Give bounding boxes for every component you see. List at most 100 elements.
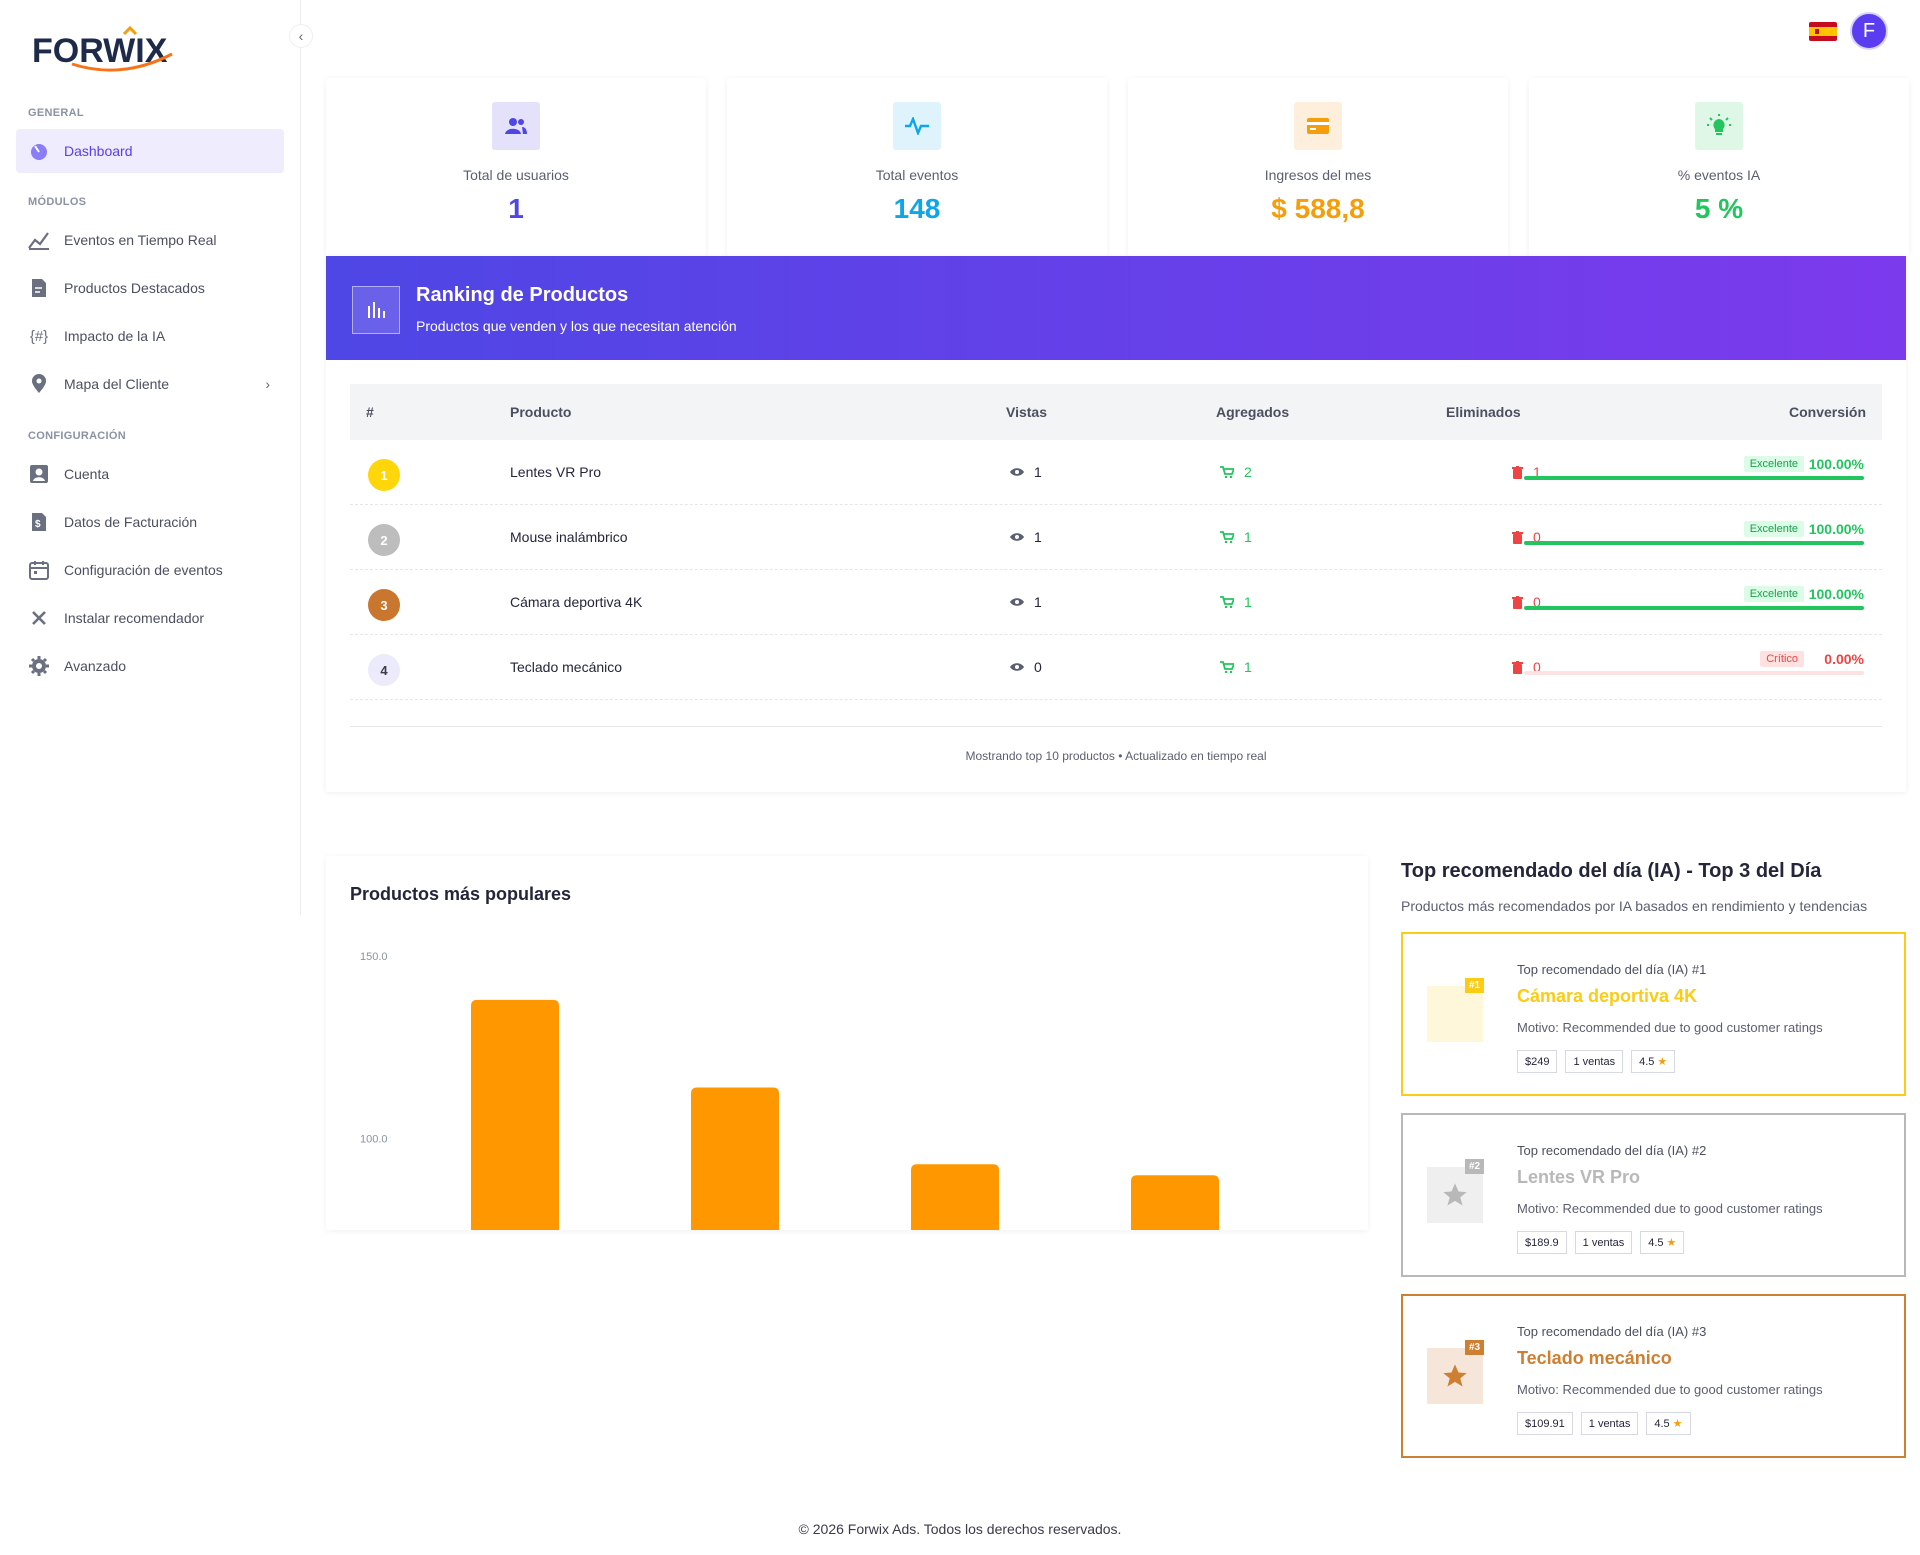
sales-pill: 1 ventas bbox=[1565, 1050, 1624, 1073]
user-avatar[interactable]: F bbox=[1850, 12, 1888, 50]
card-product-name[interactable]: Cámara deportiva 4K bbox=[1517, 986, 1698, 1006]
collapse-sidebar-button[interactable]: ‹ bbox=[289, 24, 313, 48]
sidebar-item-config-eventos[interactable]: Configuración de eventos bbox=[16, 548, 284, 592]
top-reco-title: Top recomendado del día (IA) - Top 3 del… bbox=[1401, 860, 1822, 882]
conversion-tag: Excelente bbox=[1743, 586, 1804, 602]
bar-chart: 150.0 100.0 bbox=[360, 951, 1219, 1230]
y-tick-label: 100.0 bbox=[360, 1134, 388, 1146]
rank-badge: 3 bbox=[368, 589, 400, 621]
conversion-bar-fill bbox=[1524, 606, 1864, 610]
chart-bar[interactable] bbox=[471, 999, 559, 1230]
stat-card-ingresos: Ingresos del mes $ 588,8 bbox=[1128, 78, 1508, 256]
tools-icon bbox=[28, 607, 50, 629]
col-producto[interactable]: Producto bbox=[510, 404, 572, 420]
col-eliminados[interactable]: Eliminados bbox=[1446, 404, 1521, 420]
rating-value: 4.5 bbox=[1654, 1417, 1670, 1430]
conversion-cell: Excelente 100.00% bbox=[1524, 456, 1864, 486]
table-row[interactable]: 2 Mouse inalámbrico 1 1 0 Excelente 100.… bbox=[350, 505, 1882, 570]
table-row[interactable]: 3 Cámara deportiva 4K 1 1 0 Excelente 10… bbox=[350, 570, 1882, 635]
conversion-cell: Crítico 0.00% bbox=[1524, 651, 1864, 681]
chart-title: Productos más populares bbox=[350, 884, 572, 904]
card-product-name[interactable]: Lentes VR Pro bbox=[1517, 1167, 1641, 1187]
star-icon bbox=[1443, 1364, 1467, 1387]
views-value: 1 bbox=[1034, 594, 1042, 610]
eye-icon bbox=[1010, 468, 1024, 476]
views-cell: 1 bbox=[1010, 464, 1042, 480]
added-value: 1 bbox=[1244, 659, 1252, 675]
trash-icon bbox=[1512, 530, 1523, 544]
rating-value: 4.5 bbox=[1648, 1236, 1664, 1249]
card-product-name[interactable]: Teclado mecánico bbox=[1517, 1348, 1672, 1368]
product-image bbox=[1427, 986, 1483, 1042]
section-configuracion: CONFIGURACIÓN bbox=[28, 430, 127, 442]
recommendation-card[interactable]: #1 Top recomendado del día (IA) #1 Cámar… bbox=[1401, 932, 1906, 1096]
added-value: 2 bbox=[1244, 464, 1252, 480]
bar-chart-icon bbox=[352, 286, 400, 334]
chart-bar[interactable] bbox=[911, 1164, 999, 1230]
section-modulos: MÓDULOS bbox=[28, 196, 87, 208]
stat-label: Total eventos bbox=[875, 167, 959, 183]
sidebar-item-label: Impacto de la IA bbox=[64, 328, 166, 344]
table-row[interactable]: 4 Teclado mecánico 0 1 0 Crítico 0.00% bbox=[350, 635, 1882, 700]
section-general: GENERAL bbox=[28, 107, 84, 119]
cart-icon bbox=[1220, 531, 1234, 543]
sidebar-item-instalar[interactable]: Instalar recomendador bbox=[16, 596, 284, 640]
sidebar-item-label: Instalar recomendador bbox=[64, 610, 205, 626]
cart-icon bbox=[1220, 661, 1234, 673]
conversion-bar-fill bbox=[1524, 476, 1864, 480]
credit-card-icon bbox=[1294, 102, 1342, 150]
ranking-panel: Ranking de Productos Productos que vende… bbox=[326, 256, 1906, 792]
col-num: # bbox=[366, 404, 374, 420]
sidebar-item-impacto-ia[interactable]: {#} Impacto de la IA bbox=[16, 314, 284, 358]
recommendation-card[interactable]: #2 Top recomendado del día (IA) #2 Lente… bbox=[1401, 1113, 1906, 1277]
ranking-title: Ranking de Productos bbox=[416, 284, 629, 306]
sidebar-item-cuenta[interactable]: Cuenta bbox=[16, 452, 284, 496]
removed-cell: 0 bbox=[1512, 594, 1541, 610]
removed-value: 1 bbox=[1533, 464, 1541, 480]
trash-icon bbox=[1512, 660, 1523, 674]
col-conversion[interactable]: Conversión bbox=[1788, 404, 1866, 420]
sidebar-item-eventos[interactable]: Eventos en Tiempo Real bbox=[16, 218, 284, 262]
conversion-tag: Crítico bbox=[1760, 651, 1804, 667]
conversion-bar-track bbox=[1524, 671, 1864, 675]
rating-pill: 4.5 ★ bbox=[1646, 1412, 1691, 1435]
stat-card-usuarios: Total de usuarios 1 bbox=[326, 78, 706, 256]
added-cell: 1 bbox=[1220, 594, 1252, 610]
sidebar-item-avanzado[interactable]: Avanzado bbox=[16, 644, 284, 688]
chart-bar[interactable] bbox=[691, 1087, 779, 1230]
table-row[interactable]: 1 Lentes VR Pro 1 2 1 Excelente 100.00% bbox=[350, 440, 1882, 505]
price-pill: $249 bbox=[1517, 1050, 1558, 1073]
rank-badge: #1 bbox=[1465, 978, 1485, 993]
sidebar-item-dashboard[interactable]: Dashboard bbox=[16, 129, 284, 173]
col-vistas[interactable]: Vistas bbox=[1006, 404, 1047, 420]
trending-chart-icon bbox=[28, 229, 50, 251]
card-heading: Top recomendado del día (IA) #3 bbox=[1517, 1324, 1707, 1339]
sidebar-item-productos-destacados[interactable]: Productos Destacados bbox=[16, 266, 284, 310]
forwix-logo[interactable]: FORWIX bbox=[32, 24, 192, 76]
sidebar-item-facturacion[interactable]: $ Datos de Facturación bbox=[16, 500, 284, 544]
sidebar-item-label: Productos Destacados bbox=[64, 280, 205, 296]
activity-icon bbox=[893, 102, 941, 150]
sidebar-item-label: Configuración de eventos bbox=[64, 562, 223, 578]
product-name: Teclado mecánico bbox=[510, 659, 623, 675]
popular-products-chart: Productos más populares 150.0 100.0 bbox=[326, 856, 1368, 1230]
rank-badge: 1 bbox=[368, 459, 400, 491]
views-value: 1 bbox=[1034, 529, 1042, 545]
trash-icon bbox=[1512, 465, 1523, 479]
conversion-tag: Excelente bbox=[1743, 456, 1804, 472]
product-image bbox=[1427, 1167, 1483, 1223]
removed-cell: 1 bbox=[1512, 464, 1541, 480]
stat-value: 148 bbox=[893, 193, 941, 224]
col-agregados[interactable]: Agregados bbox=[1216, 404, 1290, 420]
sidebar-item-label: Dashboard bbox=[64, 143, 133, 159]
language-flag-es[interactable] bbox=[1809, 22, 1837, 41]
removed-cell: 0 bbox=[1512, 529, 1541, 545]
page-footer: © 2026 Forwix Ads. Todos los derechos re… bbox=[798, 1521, 1122, 1537]
ranking-header: Ranking de Productos Productos que vende… bbox=[326, 256, 1906, 360]
sidebar: FORWIX ‹ GENERAL Dashboard MÓDULOS Event… bbox=[0, 0, 313, 915]
recommendation-card[interactable]: #3 Top recomendado del día (IA) #3 Tecla… bbox=[1401, 1294, 1906, 1458]
user-card-icon bbox=[28, 463, 50, 485]
rank-badge: 4 bbox=[368, 654, 400, 686]
sidebar-item-mapa-cliente[interactable]: Mapa del Cliente › bbox=[16, 362, 284, 406]
chart-bar[interactable] bbox=[1131, 1175, 1219, 1230]
